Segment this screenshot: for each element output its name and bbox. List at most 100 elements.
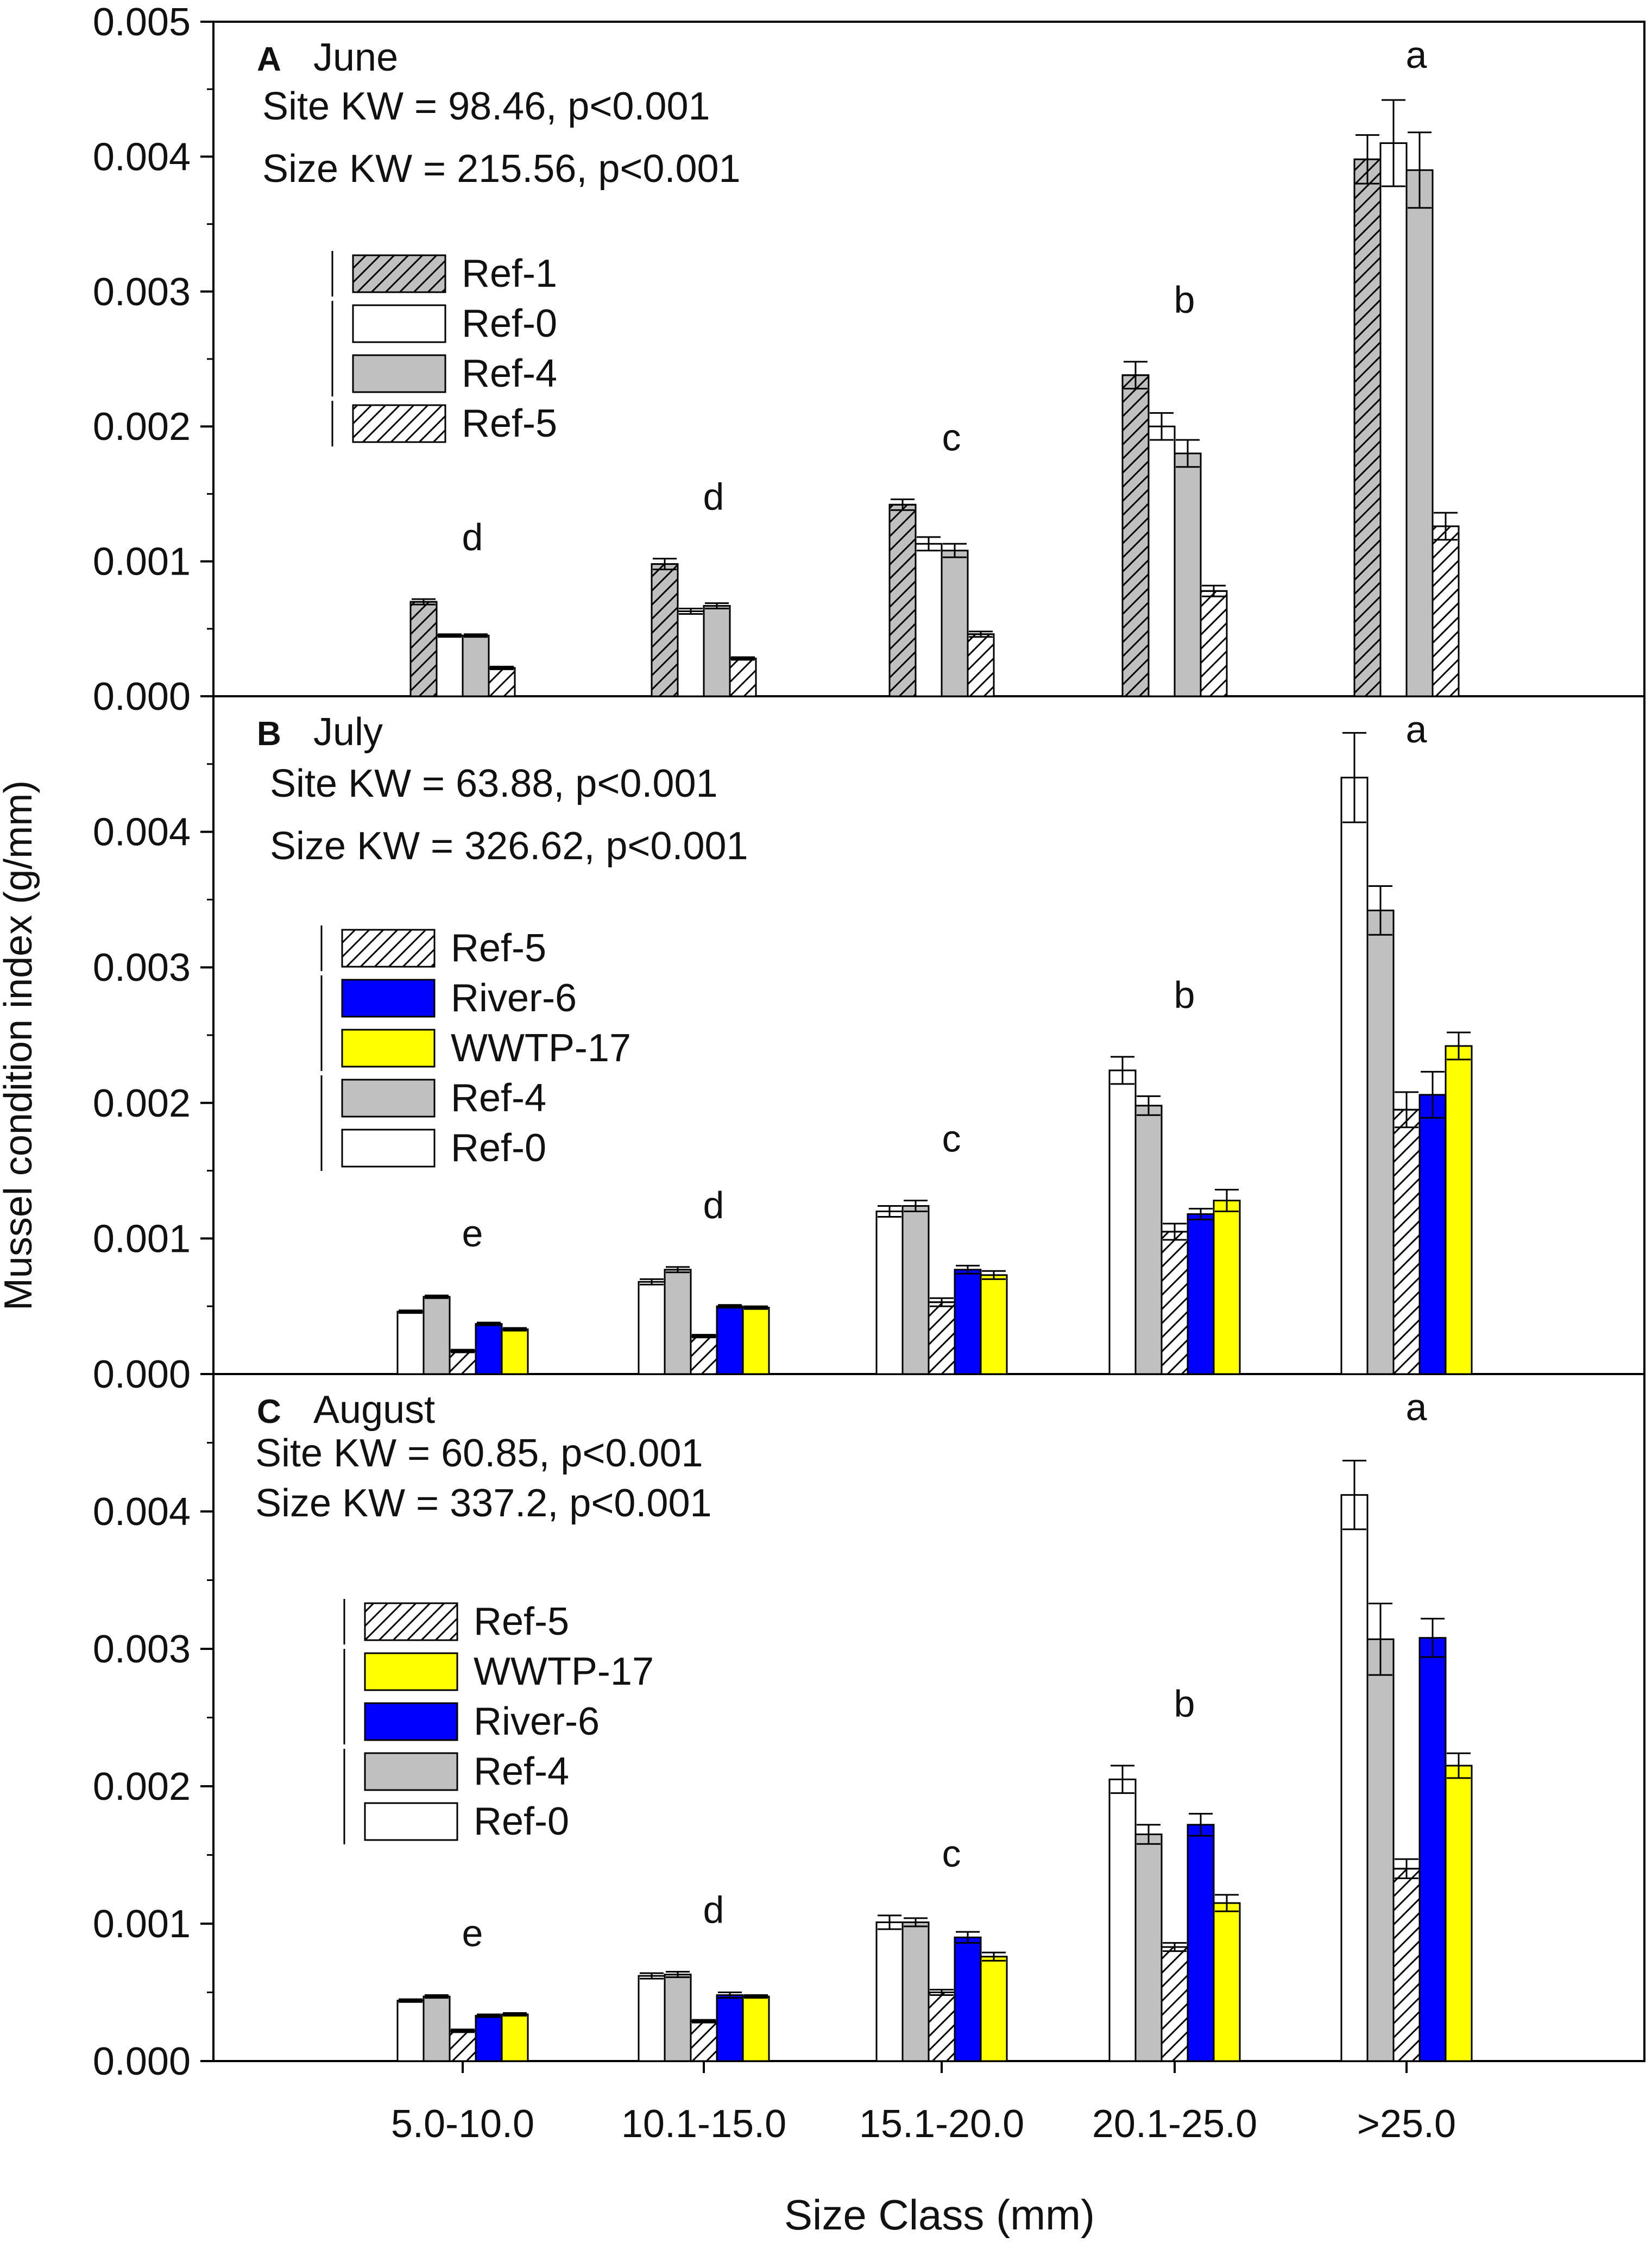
legend-label: WWTP-17 <box>451 1026 631 1070</box>
bar <box>1379 142 1408 697</box>
bar <box>1445 1765 1473 2062</box>
bar <box>703 605 731 697</box>
legend-label: Ref-0 <box>462 302 557 345</box>
group-letter: d <box>703 1889 724 1931</box>
bar <box>475 2015 503 2062</box>
group-letter: c <box>942 416 961 458</box>
bar-hatch <box>449 2030 477 2062</box>
legend-label: Ref-5 <box>474 1600 569 1643</box>
legend-label: Ref-5 <box>451 927 546 970</box>
panel-b: 0.000 0.001 0.002 0.003 0.004 B July Site KW = … <box>93 708 1473 1396</box>
bar-hatch <box>928 1992 956 2062</box>
y-tick-label: 0.002 <box>93 405 191 449</box>
bar-hatch <box>729 657 757 697</box>
stat-line: Site KW = 60.85, p<0.001 <box>255 1432 703 1475</box>
bar-hatch <box>1161 1946 1189 2062</box>
bar <box>1187 1824 1215 2062</box>
bar <box>1108 1778 1137 2062</box>
y-tick-label: 0.001 <box>93 540 191 584</box>
group-letter: c <box>942 1118 961 1160</box>
bar <box>742 1995 770 2062</box>
bar <box>1445 1045 1473 1375</box>
bar <box>980 1274 1008 1375</box>
group-letter: a <box>1406 34 1427 76</box>
bar <box>1108 1069 1137 1375</box>
x-tick-label: 15.1-20.0 <box>859 2102 1024 2146</box>
bar-hatch <box>1432 525 1460 697</box>
bar <box>915 543 943 697</box>
stat-line: Size KW = 215.56, p<0.001 <box>262 147 741 191</box>
panel-letter: A <box>257 41 281 78</box>
legend-swatch-hatch <box>341 929 436 968</box>
bar <box>941 550 969 697</box>
legend-swatch-hatch <box>364 1602 458 1641</box>
bar-hatch <box>1121 374 1150 697</box>
legend: Ref-5 River-6 WWTP-17 Ref-4 Ref-0 <box>320 925 631 1171</box>
legend-label: River-6 <box>451 976 577 1020</box>
bar-hatch <box>488 667 516 697</box>
bar-hatch <box>1392 1108 1421 1375</box>
legend-label: River-6 <box>474 1700 600 1743</box>
bar <box>954 1936 982 2062</box>
bar <box>1405 169 1434 697</box>
bar <box>716 1994 744 2062</box>
y-tick-label: 0.003 <box>93 1628 191 1671</box>
bar <box>1340 1494 1369 2062</box>
panel-month: June <box>313 36 398 79</box>
bar-hatch <box>888 503 917 697</box>
stat-line: Size KW = 326.62, p<0.001 <box>270 824 748 868</box>
legend-label: Ref-4 <box>474 1750 569 1793</box>
legend: Ref-1 Ref-0 Ref-4 Ref-5 <box>331 251 557 446</box>
y-tick-label: 0.000 <box>93 2040 191 2083</box>
bar <box>1174 452 1202 697</box>
bar <box>901 1921 930 2062</box>
bar <box>423 1995 451 2062</box>
y-tick-label: 0.001 <box>93 1902 191 1946</box>
legend-swatch-hatch <box>352 404 446 443</box>
group-letter: b <box>1174 279 1195 321</box>
legend-swatch <box>364 1802 458 1841</box>
bar <box>664 1974 692 2062</box>
y-tick-label: 0.000 <box>93 675 191 719</box>
bar-hatch <box>1353 158 1382 697</box>
bar <box>1418 1637 1447 2062</box>
bar-hatch <box>690 1335 718 1375</box>
bar <box>1213 1200 1241 1375</box>
y-tick-label: 0.002 <box>93 1082 191 1125</box>
group-letter: d <box>703 1184 724 1226</box>
group-letter: b <box>1174 1683 1195 1725</box>
bar-hatch <box>967 633 995 697</box>
legend-swatch <box>341 979 436 1018</box>
legend-label: WWTP-17 <box>474 1650 654 1693</box>
bar <box>501 2013 529 2062</box>
stat-line: Site KW = 98.46, p<0.001 <box>262 85 710 128</box>
legend-label: Ref-4 <box>462 352 557 395</box>
x-tick-label: 5.0-10.0 <box>391 2102 534 2146</box>
bar <box>875 1210 904 1375</box>
bar <box>1366 909 1395 1375</box>
legend-swatch <box>364 1702 458 1741</box>
legend-label: Ref-0 <box>474 1800 569 1843</box>
bar-hatch <box>449 1350 477 1375</box>
legend-label: Ref-0 <box>451 1126 546 1170</box>
legend-swatch <box>364 1652 458 1691</box>
bar-hatch <box>1161 1231 1189 1375</box>
legend-label: Ref-4 <box>451 1076 546 1120</box>
bar <box>1418 1094 1447 1375</box>
y-tick-label: 0.005 <box>93 1 191 44</box>
y-tick-label: 0.003 <box>93 946 191 990</box>
x-tick-label: 20.1-25.0 <box>1092 2102 1257 2146</box>
group-letter: e <box>462 1212 483 1255</box>
bar <box>1340 777 1369 1375</box>
bar <box>638 1975 666 2062</box>
bar <box>954 1269 982 1375</box>
panel-month: July <box>313 710 383 754</box>
y-tick-label: 0.001 <box>93 1217 191 1261</box>
bar-hatch <box>1200 590 1228 697</box>
bar <box>1147 425 1176 697</box>
group-letter: c <box>942 1832 961 1875</box>
bar <box>1213 1902 1241 2062</box>
legend-swatch-hatch <box>352 254 446 293</box>
bar <box>396 2000 425 2062</box>
